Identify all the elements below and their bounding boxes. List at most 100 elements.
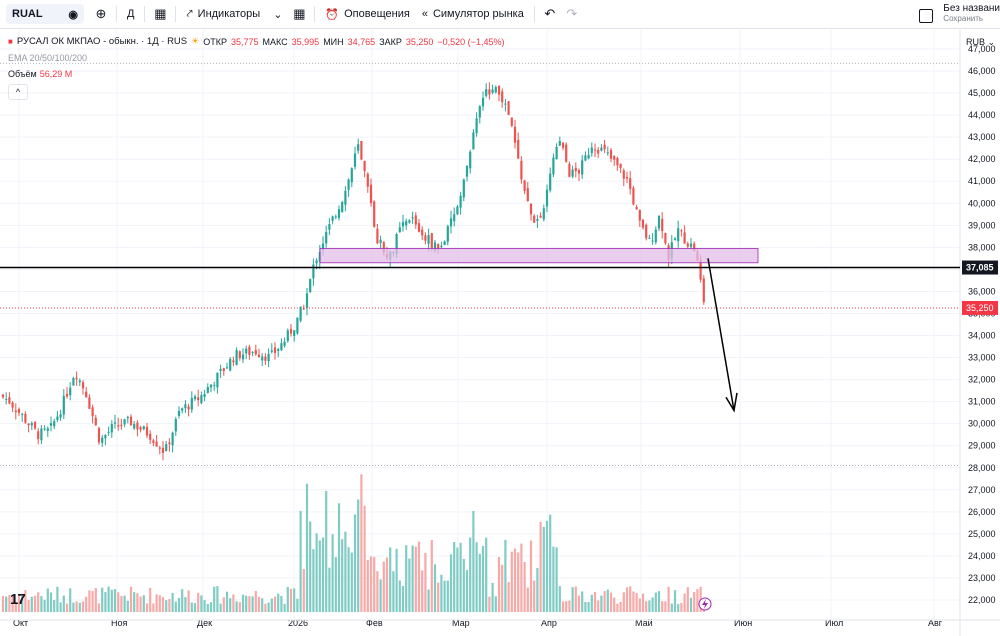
- volume-bar: [657, 591, 661, 612]
- volume-bar: [597, 600, 600, 612]
- candle-body: [65, 393, 69, 397]
- volume-bar: [510, 551, 513, 612]
- select-checkbox[interactable]: [919, 9, 934, 23]
- candle-body: [353, 153, 357, 167]
- candle-body: [197, 397, 200, 401]
- change-value: −0,520 (−1,45%): [437, 36, 505, 47]
- volume-bar: [133, 592, 136, 612]
- tradingview-logo-icon[interactable]: 17: [10, 591, 26, 608]
- replay-button[interactable]: « Симулятор рынка: [416, 3, 530, 25]
- volume-bar: [654, 592, 657, 612]
- layout-name[interactable]: Без названи: [943, 3, 1000, 14]
- collapse-legend-button[interactable]: ^: [8, 84, 28, 100]
- high-label: МАКС: [262, 36, 288, 47]
- volume-bar: [334, 557, 337, 612]
- candle-body: [584, 155, 587, 161]
- redo-icon[interactable]: ↷: [566, 6, 578, 21]
- interval-button[interactable]: Д: [127, 8, 135, 20]
- candle-body: [536, 219, 539, 221]
- candle-body: [174, 418, 177, 432]
- volume-bar: [104, 592, 107, 612]
- volume-bar: [625, 587, 629, 612]
- candle-body: [94, 417, 97, 426]
- volume-bar: [155, 594, 158, 612]
- candle-body: [360, 140, 363, 160]
- indicators-button[interactable]: ⤤ Индикаторы ⌄: [180, 3, 288, 25]
- undo-icon[interactable]: ↶: [544, 6, 556, 21]
- volume-bar: [273, 596, 277, 612]
- candle-body: [577, 170, 581, 174]
- candle-body: [97, 428, 101, 443]
- volume-legend[interactable]: Объём 56,29 M: [8, 69, 72, 79]
- symbol-search[interactable]: RUAL ◉: [6, 4, 84, 24]
- volume-bar: [661, 601, 664, 612]
- candle-body: [17, 409, 21, 413]
- candle-body: [78, 380, 81, 383]
- candle-body: [545, 189, 549, 207]
- volume-bar: [113, 589, 117, 612]
- candle-body: [456, 206, 459, 215]
- volume-bar: [565, 601, 568, 612]
- candle-body: [133, 424, 136, 429]
- candle-body: [309, 278, 312, 293]
- volume-bar: [648, 600, 651, 612]
- eye-icon[interactable]: ◉: [68, 8, 78, 21]
- candles-icon[interactable]: ▦: [154, 6, 167, 21]
- layouts-icon[interactable]: ▦: [293, 6, 306, 21]
- volume-bar: [453, 542, 456, 612]
- candle-body: [421, 229, 424, 236]
- candle-body: [449, 218, 453, 227]
- ema-legend[interactable]: EMA 20/50/100/200: [8, 53, 88, 63]
- candle-body: [657, 215, 661, 229]
- candle-body: [593, 149, 597, 151]
- volume-bar: [197, 592, 200, 612]
- candle-body: [625, 176, 629, 179]
- price-tick-label: 38,000: [968, 242, 996, 252]
- volume-bar: [216, 586, 219, 612]
- add-symbol-icon[interactable]: ⊕: [95, 6, 107, 21]
- time-tick-label: Авг: [928, 618, 943, 628]
- currency-label[interactable]: RUB ⌄: [966, 37, 995, 48]
- volume-bar: [606, 589, 609, 612]
- volume-bar: [529, 540, 533, 612]
- volume-bar: [177, 597, 181, 612]
- candle-body: [325, 232, 328, 244]
- volume-bar: [232, 594, 235, 612]
- candle-body: [619, 163, 622, 168]
- chevron-down-icon[interactable]: ⌄: [273, 8, 283, 21]
- volume-bar: [581, 591, 584, 612]
- candle-body: [286, 330, 289, 341]
- volume-bar: [424, 552, 427, 612]
- price-chart[interactable]: 47,000 46,000 45,000 44,000 43,000 42,000 41,0…: [0, 30, 1000, 636]
- symbol-title: РУСАЛ ОК МКПАО - обыкн. · 1Д · RUS: [16, 36, 188, 47]
- candle-body: [331, 216, 334, 221]
- volume-bar: [1, 596, 5, 612]
- price-tick-label: 34,000: [968, 331, 996, 341]
- volume-bar: [526, 587, 529, 612]
- volume-bar: [667, 586, 670, 612]
- volume-bar: [555, 547, 558, 612]
- volume-bar: [302, 569, 305, 612]
- candle-body: [248, 346, 251, 355]
- candle-body: [117, 425, 120, 427]
- volume-bar: [152, 603, 155, 612]
- candle-body: [379, 239, 382, 243]
- volume-bar: [286, 586, 289, 612]
- volume-bar: [443, 580, 446, 612]
- volume-bar: [437, 582, 440, 612]
- hline-price-label: 37,085: [966, 263, 994, 273]
- volume-bar: [238, 602, 241, 612]
- volume-bar: [280, 595, 283, 612]
- candle-body: [664, 233, 667, 244]
- candle-body: [129, 416, 133, 426]
- time-tick-label: Дек: [197, 618, 212, 628]
- candle-body: [184, 404, 187, 409]
- alerts-button[interactable]: ⏰ Оповещения: [319, 3, 415, 25]
- volume-bar: [379, 579, 382, 612]
- volume-bar: [574, 586, 577, 612]
- candle-body: [62, 395, 65, 415]
- candle-body: [8, 397, 11, 404]
- volume-bar: [305, 483, 309, 612]
- volume-bar: [693, 591, 696, 612]
- save-button[interactable]: Сохранить: [943, 14, 984, 23]
